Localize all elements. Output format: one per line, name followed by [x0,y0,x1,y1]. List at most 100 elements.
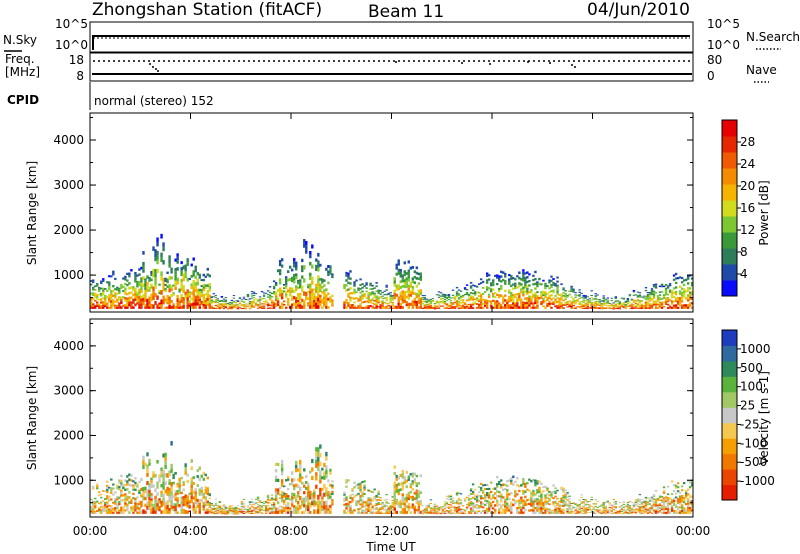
heatmap-cell [301,265,304,269]
heatmap-cell [552,501,555,504]
heatmap-cell [510,491,513,495]
heatmap-cell [576,505,579,507]
heatmap-cell [351,306,354,309]
heatmap-cell [180,503,183,507]
heatmap-cell [678,495,682,498]
heatmap-cell [160,290,163,295]
heatmap-cell [381,505,384,507]
heatmap-cell [280,463,284,468]
heatmap-cell [291,298,294,301]
heatmap-cell [120,506,123,509]
heatmap-cell [403,478,406,482]
heatmap-cell [512,294,515,297]
heatmap-cell [391,296,394,298]
heatmap-cell [280,498,284,503]
heatmap-cell [252,506,256,508]
heatmap-cell [226,512,230,514]
heatmap-cell [429,307,433,309]
heatmap-cell [130,286,133,289]
heatmap-cell [202,278,205,282]
heatmap-cell [580,301,583,303]
heatmap-cell [451,506,455,508]
heatmap-cell [638,292,642,294]
heatmap-cell [469,287,473,289]
heatmap-cell [471,510,475,512]
heatmap-cell [475,297,479,300]
heatmap-cell [309,272,312,277]
heatmap-cell [116,300,119,303]
heatmap-cell [550,511,553,514]
heatmap-cell [331,273,334,276]
heatmap-cell [92,281,95,284]
heatmap-cell [590,511,593,513]
heatmap-cell [439,506,443,508]
heatmap-cell [441,295,445,297]
heatmap-cell [666,508,670,511]
heatmap-cell [496,276,499,279]
heatmap-cell [124,304,127,307]
heatmap-cell [616,511,620,513]
heatmap-cell [383,512,386,514]
heatmap-cell [389,306,392,308]
heatmap-cell [278,493,282,496]
heatmap-cell [602,303,605,305]
heatmap-cell [317,466,320,472]
heatmap-cell [457,509,461,512]
heatmap-cell [608,305,611,307]
heatmap-cell [455,301,459,304]
heatmap-cell [596,307,599,309]
heatmap-cell [431,509,435,511]
heatmap-cell [580,494,583,496]
heatmap-cell [90,280,93,282]
heatmap-cell [463,307,467,309]
heatmap-cell [393,283,396,287]
heatmap-cell [146,305,149,309]
heatmap-cell [252,305,256,307]
heatmap-cell [481,497,485,500]
heatmap-cell [295,464,298,469]
heatmap-cell [96,485,99,488]
heatmap-cell [228,511,232,513]
heatmap-cell [116,484,119,487]
heatmap-cell [385,501,388,503]
heatmap-cell [558,297,561,300]
heatmap-cell [230,306,234,308]
heatmap-cell [475,507,479,510]
heatmap-cell [270,496,274,499]
heatmap-cell [363,492,366,495]
heatmap-cell [552,503,555,506]
heatmap-cell [580,510,583,512]
heatmap-cell [534,306,537,309]
heatmap-cell [397,482,400,486]
heatmap-cell [130,303,133,307]
heatmap-cell [457,289,461,291]
heatmap-cell [379,499,382,501]
heatmap-cell [680,506,684,509]
heatmap-cell [401,502,404,506]
heatmap-cell [351,510,354,513]
heatmap-cell [658,294,662,296]
heatmap-cell [100,493,103,496]
heatmap-cell [532,296,535,299]
heatmap-cell [315,484,318,489]
heatmap-cell [526,276,529,279]
heatmap-cell [96,301,99,304]
heatmap-cell [361,480,364,484]
heatmap-cell [508,273,511,277]
heatmap-cell [270,499,274,501]
heatmap-cell [574,294,577,296]
heatmap-cell [210,512,214,514]
heatmap-cell [286,478,290,481]
heatmap-cell [530,306,533,309]
heatmap-cell [393,500,396,505]
heatmap-cell [345,505,348,508]
heatmap-cell [132,505,135,508]
heatmap-cell [654,303,658,306]
heatmap-cell [618,305,622,307]
heatmap-cell [502,483,505,487]
heatmap-cell [154,510,157,514]
heatmap-cell [375,302,378,304]
heatmap-cell [504,487,507,491]
heatmap-cell [272,291,276,293]
